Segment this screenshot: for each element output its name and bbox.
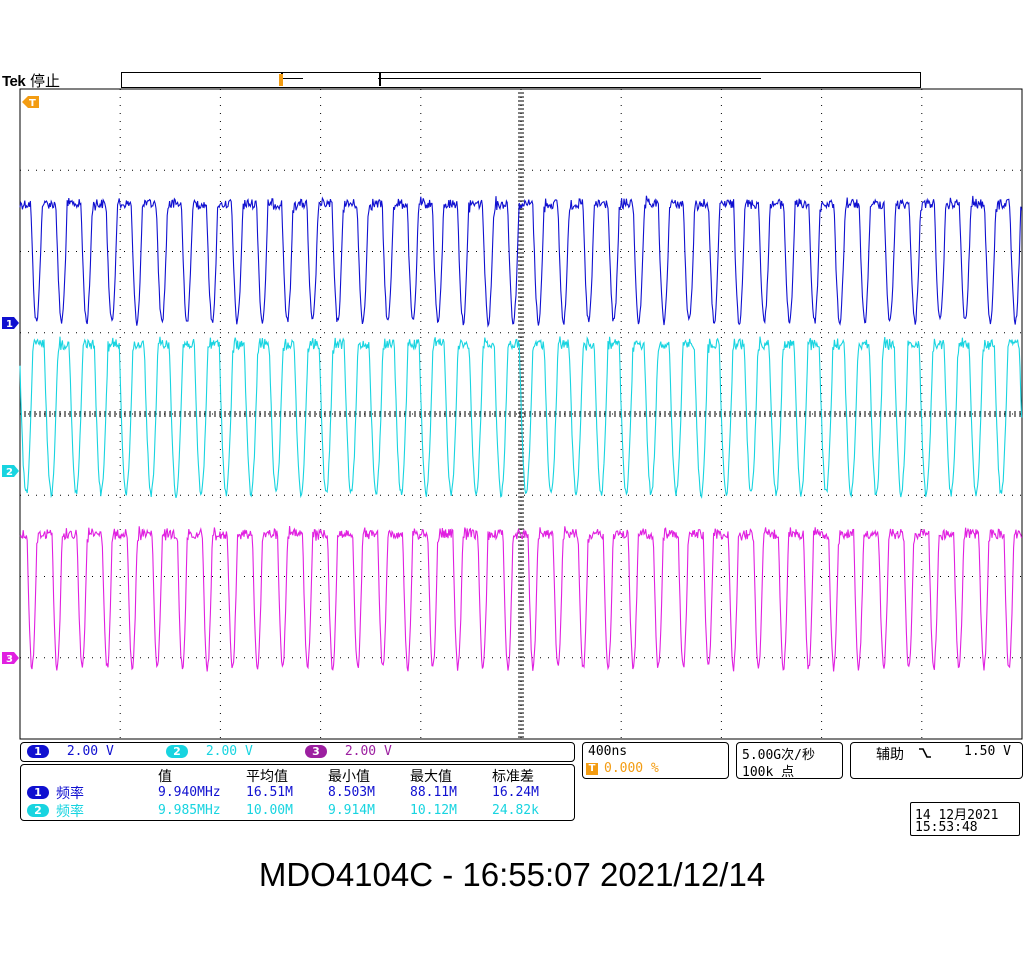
meas-header-max: 最大值 — [410, 769, 452, 785]
time-readout: 15:53:48 — [915, 820, 978, 835]
meas-row1-std: 16.24M — [492, 785, 539, 800]
ch1-waveform — [19, 195, 1023, 328]
meas-row2-value: 9.985MHz — [158, 803, 221, 818]
scope-brand-status: Tek 停止 — [2, 70, 60, 91]
meas-row1-name: 频率 — [56, 786, 84, 802]
trigger-marker-label: T — [29, 98, 36, 109]
meas-row2-max: 10.12M — [410, 803, 457, 818]
trigger-position: 0.000 % — [604, 761, 659, 776]
ch2-ground-marker — [2, 465, 19, 477]
datetime-panel — [910, 802, 1020, 836]
ch1-ground-marker-label: 1 — [6, 319, 13, 330]
falling-edge-icon — [919, 748, 931, 758]
record-length: 100k 点 — [742, 765, 795, 780]
record-view-bar[interactable] — [121, 72, 921, 88]
meas-row1-min: 8.503M — [328, 785, 375, 800]
date-readout: 14 12月2021 — [915, 808, 999, 823]
meas-row2-min: 9.914M — [328, 803, 375, 818]
channel-scale-bar — [20, 742, 575, 762]
record-line-left — [283, 78, 303, 79]
meas-row2-mean: 10.00M — [246, 803, 293, 818]
ch3-scale[interactable]: 3 2.00 V — [305, 744, 392, 759]
measurements-panel — [20, 764, 575, 821]
meas-row1-badge: 1 — [27, 786, 49, 799]
ch1-scale[interactable]: 1 2.00 V — [27, 744, 114, 759]
ch3-waveform — [19, 525, 1023, 672]
ch2-scale[interactable]: 2 2.00 V — [166, 744, 253, 759]
meas-row1-mean: 16.51M — [246, 785, 293, 800]
ch3-ground-marker — [2, 652, 19, 664]
acquisition-state: 停止 — [30, 72, 61, 90]
trigger-panel[interactable] — [850, 742, 1023, 779]
meas-row2-std: 24.82k — [492, 803, 539, 818]
meas-row2-badge: 2 — [27, 804, 49, 817]
trigger-marker-icon — [22, 96, 39, 108]
ch2-waveform — [19, 336, 1023, 499]
meas-row1-max: 88.11M — [410, 785, 457, 800]
channel-markers: 1 2 3 T — [2, 96, 39, 665]
trigger-position-icon: T — [586, 763, 598, 775]
trigger-level: 1.50 V — [964, 744, 1011, 759]
meas-header-value: 值 — [158, 769, 172, 785]
meas-header-std: 标准差 — [492, 769, 534, 785]
record-line — [378, 78, 761, 79]
acquisition-panel[interactable] — [736, 742, 843, 779]
ch1-badge: 1 — [27, 745, 49, 758]
footer-caption: MDO4104C - 16:55:07 2021/12/14 — [258, 856, 766, 893]
ch2-badge: 2 — [166, 745, 188, 758]
ch3-ground-marker-label: 3 — [6, 654, 13, 665]
timebase-panel[interactable] — [582, 742, 729, 779]
sample-rate: 5.00G次/秒 — [742, 748, 815, 763]
waveform-traces — [19, 195, 1023, 672]
ch3-scale-value: 2.00 V — [344, 744, 392, 759]
record-trigger-marker — [279, 74, 283, 86]
meas-header-mean: 平均值 — [246, 769, 288, 785]
ch2-scale-value: 2.00 V — [205, 744, 253, 759]
ch3-badge: 3 — [305, 745, 327, 758]
meas-row2-name: 频率 — [56, 804, 84, 820]
ch1-scale-value: 2.00 V — [66, 744, 114, 759]
trigger-source: 辅助 — [876, 747, 904, 763]
meas-row1-value: 9.940MHz — [158, 785, 221, 800]
waveform-display: 1 2 3 T — [2, 88, 1023, 740]
brand-label: Tek — [2, 73, 26, 90]
ch2-ground-marker-label: 2 — [6, 467, 13, 478]
ch1-ground-marker — [2, 317, 19, 329]
timebase-scale: 400ns — [588, 744, 628, 759]
meas-header-min: 最小值 — [328, 769, 370, 785]
